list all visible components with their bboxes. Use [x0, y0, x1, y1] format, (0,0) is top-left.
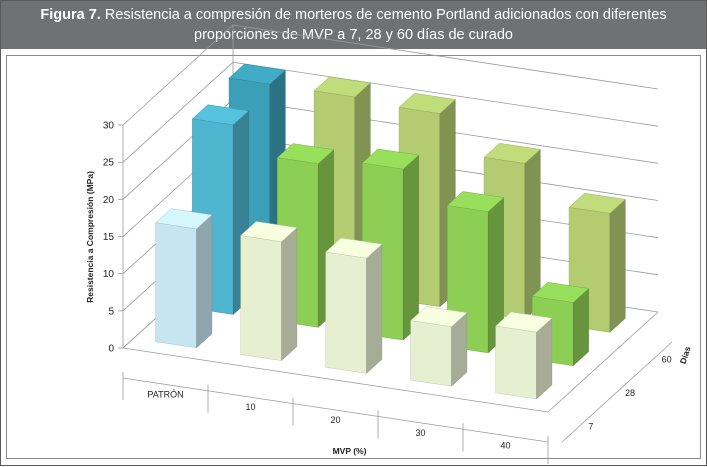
bar-top-face	[568, 193, 626, 214]
x-axis-line	[122, 377, 549, 443]
bar	[155, 208, 213, 349]
bars	[155, 63, 626, 400]
bar-top-face	[398, 93, 456, 114]
bar	[531, 282, 590, 367]
bar-side-face	[402, 154, 419, 341]
bar-top-face	[228, 63, 286, 85]
bar-top-face	[446, 191, 505, 212]
bar-top-face	[410, 306, 468, 327]
x-axis: PATRÓN 10 20 30 40	[122, 372, 549, 464]
figure-label: Figura 7.	[40, 7, 101, 23]
bar-top-face	[531, 282, 590, 303]
bar-front-face	[495, 325, 537, 400]
y-tick-label: 30	[103, 121, 115, 132]
bar	[240, 221, 298, 362]
bar-front-face	[240, 235, 282, 361]
bar	[325, 237, 383, 374]
bar-front-face	[155, 222, 197, 349]
y-axis-title: Resistencia a Compresión (MPa)	[85, 171, 95, 303]
bar	[495, 311, 553, 400]
bar-side-face	[609, 198, 626, 333]
bar-top-face	[325, 237, 383, 259]
bar-front-face	[410, 320, 452, 387]
x-tick-label: 40	[500, 441, 510, 451]
depth-tick-label: 60	[662, 355, 672, 365]
bar-front-face	[325, 251, 367, 374]
depth-axis-title: Días	[678, 345, 693, 365]
depth-tick-label: 28	[625, 388, 635, 398]
bar-top-face	[155, 208, 213, 230]
bar-side-face	[281, 227, 298, 362]
depth-axis-line	[561, 341, 673, 443]
bar-top-face	[361, 148, 420, 170]
x-tick-label: 30	[415, 428, 425, 438]
caption-text-1: Resistencia a compresión de morteros de …	[104, 7, 667, 23]
x-tick-label: 10	[245, 402, 255, 412]
bar-side-face	[366, 243, 383, 374]
x-axis-title: MVP (%)	[333, 446, 367, 456]
bar-top-face	[483, 143, 541, 164]
x-tick-label: PATRÓN	[147, 389, 183, 399]
y-tick-label: 20	[103, 195, 115, 206]
y-tick-label: 15	[103, 232, 115, 243]
bar-top-face	[495, 311, 553, 333]
y-tick-label: 10	[103, 269, 115, 280]
x-tick-label: 20	[330, 415, 340, 425]
depth-axis: 7 28 60	[561, 341, 673, 443]
bar-top-face	[276, 143, 335, 164]
bar	[410, 306, 468, 387]
bar-side-face	[196, 214, 213, 349]
bar-top-face	[313, 76, 371, 98]
figure-caption: Figura 7. Resistencia a compresión de mo…	[1, 1, 706, 49]
y-tick-label: 0	[108, 344, 114, 355]
caption-line-1: Figura 7. Resistencia a compresión de mo…	[1, 5, 706, 25]
bar-top-face	[240, 221, 298, 242]
y-tick-label: 25	[103, 158, 115, 169]
depth-tick-label: 7	[588, 421, 593, 431]
y-tick-label: 5	[108, 306, 114, 317]
bar-top-face	[191, 104, 250, 126]
